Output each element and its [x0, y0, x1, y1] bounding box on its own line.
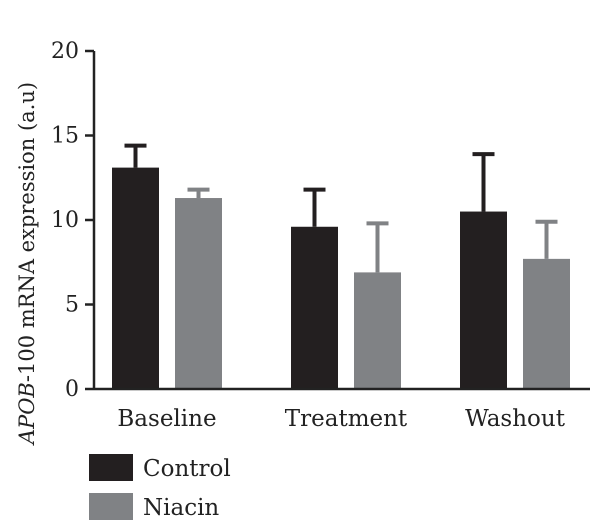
legend-swatch-control	[89, 454, 133, 481]
y-tick-label: 5	[65, 293, 79, 318]
legend-label-niacin: Niacin	[143, 495, 219, 521]
x-category-label: Baseline	[117, 406, 216, 432]
x-category-labels: Baseline Treatment Washout	[117, 406, 565, 432]
bar-niacin-baseline	[175, 198, 222, 389]
y-axis-label: APOB-100 mRNA expression (a.u)	[15, 82, 39, 446]
legend: Control Niacin	[89, 454, 231, 521]
x-category-label: Treatment	[285, 406, 408, 432]
bar-control-treatment	[291, 226, 338, 389]
y-tick-label: 0	[65, 377, 79, 402]
legend-label-control: Control	[143, 456, 231, 482]
x-category-label: Washout	[465, 406, 566, 432]
bars-layer	[112, 167, 570, 389]
error-bars-layer	[124, 143, 558, 273]
bar-control-baseline	[112, 167, 159, 389]
y-axis-label-text: -100 mRNA expression (a.u)	[15, 82, 39, 382]
bar-niacin-washout	[523, 258, 570, 389]
y-tick-label: 20	[51, 39, 79, 64]
y-tick-label: 10	[51, 208, 79, 233]
y-tick-label: 15	[51, 124, 79, 149]
legend-swatch-niacin	[89, 493, 133, 520]
bar-niacin-treatment	[354, 272, 401, 389]
y-axis-label-gene: APOB	[15, 382, 39, 446]
bar-control-washout	[460, 211, 507, 389]
y-ticks: 0 5 10 15 20	[51, 39, 94, 402]
